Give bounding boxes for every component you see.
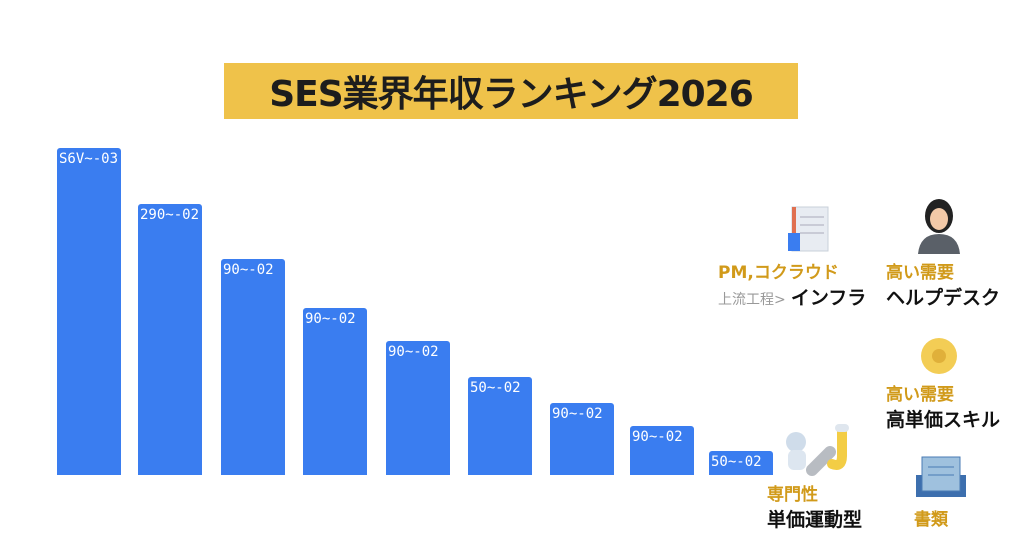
person-icon [918, 199, 960, 254]
category-infra-sub: PM,コクラウド [718, 263, 839, 283]
category-docs-sub: 書類 [914, 510, 948, 530]
bar-data-label: 50~-02 [470, 379, 521, 396]
category-infra-main: インフラ [790, 287, 867, 309]
bar-data-label: 90~-02 [305, 311, 356, 328]
category-unit-price-main: 単価運動型 [767, 509, 863, 531]
bar [303, 308, 367, 475]
category-unit-price-sub: 専門性 [767, 485, 818, 505]
book-icon [916, 456, 966, 497]
bar [468, 376, 532, 475]
chart-title: SES業界年収ランキング2026 [224, 63, 798, 119]
category-high-skill-main: 高単価スキル [886, 409, 1001, 431]
bar-data-label: 90~-02 [223, 262, 274, 279]
bar [138, 203, 202, 475]
bar [709, 451, 773, 475]
bar-data-label: S6V~-03 [59, 151, 119, 167]
bar [630, 425, 694, 475]
coin-icon [921, 338, 957, 374]
category-docs: 書類 [914, 505, 948, 530]
bar-data-label: 90~-02 [388, 343, 439, 360]
bar-data-label: 290~-02 [140, 206, 200, 223]
bar [386, 340, 450, 475]
category-helpdesk-sub: 高い需要 [886, 263, 954, 283]
category-helpdesk: 高い需要 ヘルプデスク [886, 258, 1000, 310]
category-helpdesk-main: ヘルプデスク [886, 287, 1001, 309]
bar-data-label: 50~-02 [711, 454, 762, 470]
document-icon [788, 206, 829, 252]
category-infra-prefix: 上流工程> [718, 292, 786, 308]
bar-data-label: 90~-02 [632, 428, 683, 445]
category-high-skill: 高い需要 高単価スキル [886, 380, 1000, 432]
pipe-icon [786, 424, 849, 476]
category-infra: PM,コクラウド 上流工程> インフラ [718, 258, 866, 310]
bar [221, 259, 285, 475]
category-unit-price: 専門性 単価運動型 [767, 480, 862, 532]
bar [57, 148, 121, 475]
category-high-skill-sub: 高い需要 [886, 385, 954, 405]
bar [550, 403, 614, 475]
bar-data-label: 90~-02 [552, 406, 603, 423]
